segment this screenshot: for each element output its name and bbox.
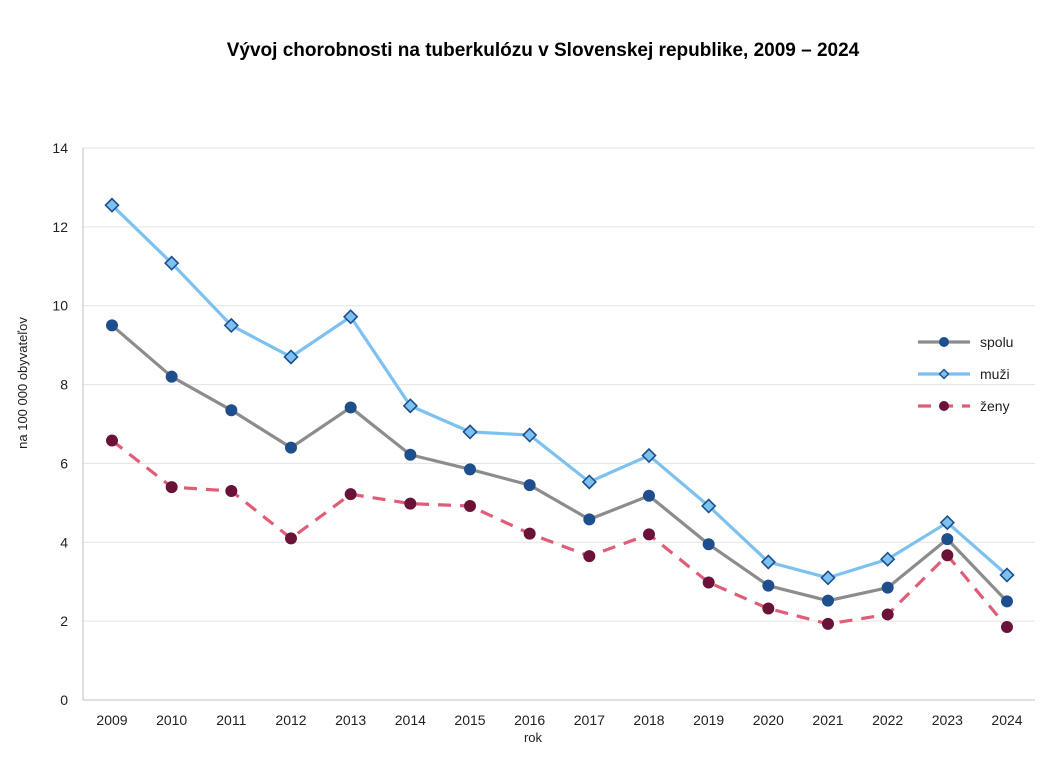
x-tick-label: 2021 xyxy=(812,712,843,728)
data-point xyxy=(165,370,178,383)
data-point xyxy=(999,567,1015,583)
gridlines xyxy=(82,147,1035,701)
data-point xyxy=(285,532,297,545)
data-point xyxy=(402,398,418,414)
data-point xyxy=(1001,595,1013,608)
data-point xyxy=(881,581,894,594)
data-point xyxy=(760,554,776,570)
series-spolu xyxy=(106,319,1013,608)
data-point xyxy=(643,528,655,541)
data-point xyxy=(344,488,357,501)
x-tick-label: 2014 xyxy=(395,712,426,728)
data-point xyxy=(643,489,655,502)
x-tick-label: 2017 xyxy=(574,712,605,728)
x-tick-label: 2023 xyxy=(932,712,963,728)
data-point xyxy=(822,617,834,630)
legend: spolu muži ženy xyxy=(918,334,1013,414)
legend-marker xyxy=(938,368,950,380)
x-tick-label: 2013 xyxy=(335,712,366,728)
legend-label: muži xyxy=(980,366,1010,382)
data-point xyxy=(344,401,357,414)
x-tick-label: 2010 xyxy=(156,712,187,728)
x-tick-label: 2019 xyxy=(693,712,724,728)
y-tick-label: 8 xyxy=(60,377,68,393)
chart-title: Vývoj chorobnosti na tuberkulózu v Slove… xyxy=(226,40,860,61)
data-point xyxy=(762,579,775,592)
x-tick-label: 2009 xyxy=(96,712,127,728)
data-point xyxy=(702,538,715,551)
data-point xyxy=(165,481,178,494)
x-tick-labels: 2009 2010 2011 2012 2013 2014 2015 2016 2017 2018… xyxy=(96,712,1022,728)
data-point xyxy=(881,608,894,621)
data-point xyxy=(523,527,536,540)
y-tick-label: 10 xyxy=(52,298,68,314)
data-point xyxy=(523,479,536,492)
legend-item: muži xyxy=(918,366,1010,382)
data-point xyxy=(225,485,238,498)
series-line xyxy=(110,324,1009,603)
x-tick-label: 2015 xyxy=(454,712,485,728)
legend-item: ženy xyxy=(918,398,1010,414)
series-line xyxy=(111,439,1009,629)
series-lines xyxy=(104,197,1015,634)
data-point xyxy=(223,317,239,334)
y-tick-label: 6 xyxy=(60,455,68,471)
x-tick-label: 2022 xyxy=(872,712,903,728)
y-tick-label: 12 xyxy=(52,219,68,235)
data-point xyxy=(822,594,834,607)
data-point xyxy=(343,309,359,325)
y-tick-label: 4 xyxy=(60,534,68,550)
series-muži xyxy=(104,197,1015,586)
series-line xyxy=(110,204,1009,580)
data-point xyxy=(104,197,120,213)
y-axis-label: na 100 000 obyvateľov xyxy=(15,317,30,449)
data-point xyxy=(701,498,717,514)
legend-label: ženy xyxy=(980,398,1010,414)
data-point xyxy=(583,513,596,526)
data-point xyxy=(820,570,836,586)
data-point xyxy=(106,319,118,332)
data-point xyxy=(522,427,538,443)
data-point xyxy=(939,514,955,531)
x-tick-label: 2018 xyxy=(633,712,664,728)
data-point xyxy=(283,349,299,365)
x-tick-label: 2016 xyxy=(514,712,545,728)
y-tick-label: 14 xyxy=(52,140,68,156)
y-tick-label: 0 xyxy=(60,692,68,708)
data-point xyxy=(1001,621,1013,634)
data-point xyxy=(641,447,657,464)
legend-item: spolu xyxy=(918,334,1013,350)
data-point xyxy=(106,434,118,447)
x-tick-label: 2012 xyxy=(275,712,306,728)
data-point xyxy=(225,404,238,417)
x-tick-label: 2024 xyxy=(991,712,1022,728)
legend-marker xyxy=(939,337,949,347)
series-ženy xyxy=(106,434,1013,634)
x-tick-label: 2011 xyxy=(216,712,246,728)
data-point xyxy=(941,549,954,562)
y-tick-labels: 0 2 4 6 8 10 12 14 xyxy=(52,140,68,708)
data-point xyxy=(583,550,596,563)
legend-label: spolu xyxy=(980,334,1013,350)
data-point xyxy=(581,474,597,490)
legend-marker xyxy=(939,401,949,411)
data-point xyxy=(464,463,476,476)
x-tick-label: 2020 xyxy=(753,712,784,728)
data-point xyxy=(462,424,478,440)
data-point xyxy=(404,448,417,461)
data-point xyxy=(464,500,476,513)
data-point xyxy=(880,551,896,567)
x-axis-label: rok xyxy=(524,730,543,745)
data-point xyxy=(762,602,775,615)
data-point xyxy=(164,255,180,271)
data-point xyxy=(702,576,715,589)
data-point xyxy=(285,441,297,454)
y-tick-label: 2 xyxy=(60,613,68,629)
data-point xyxy=(404,497,417,510)
data-point xyxy=(941,533,954,546)
